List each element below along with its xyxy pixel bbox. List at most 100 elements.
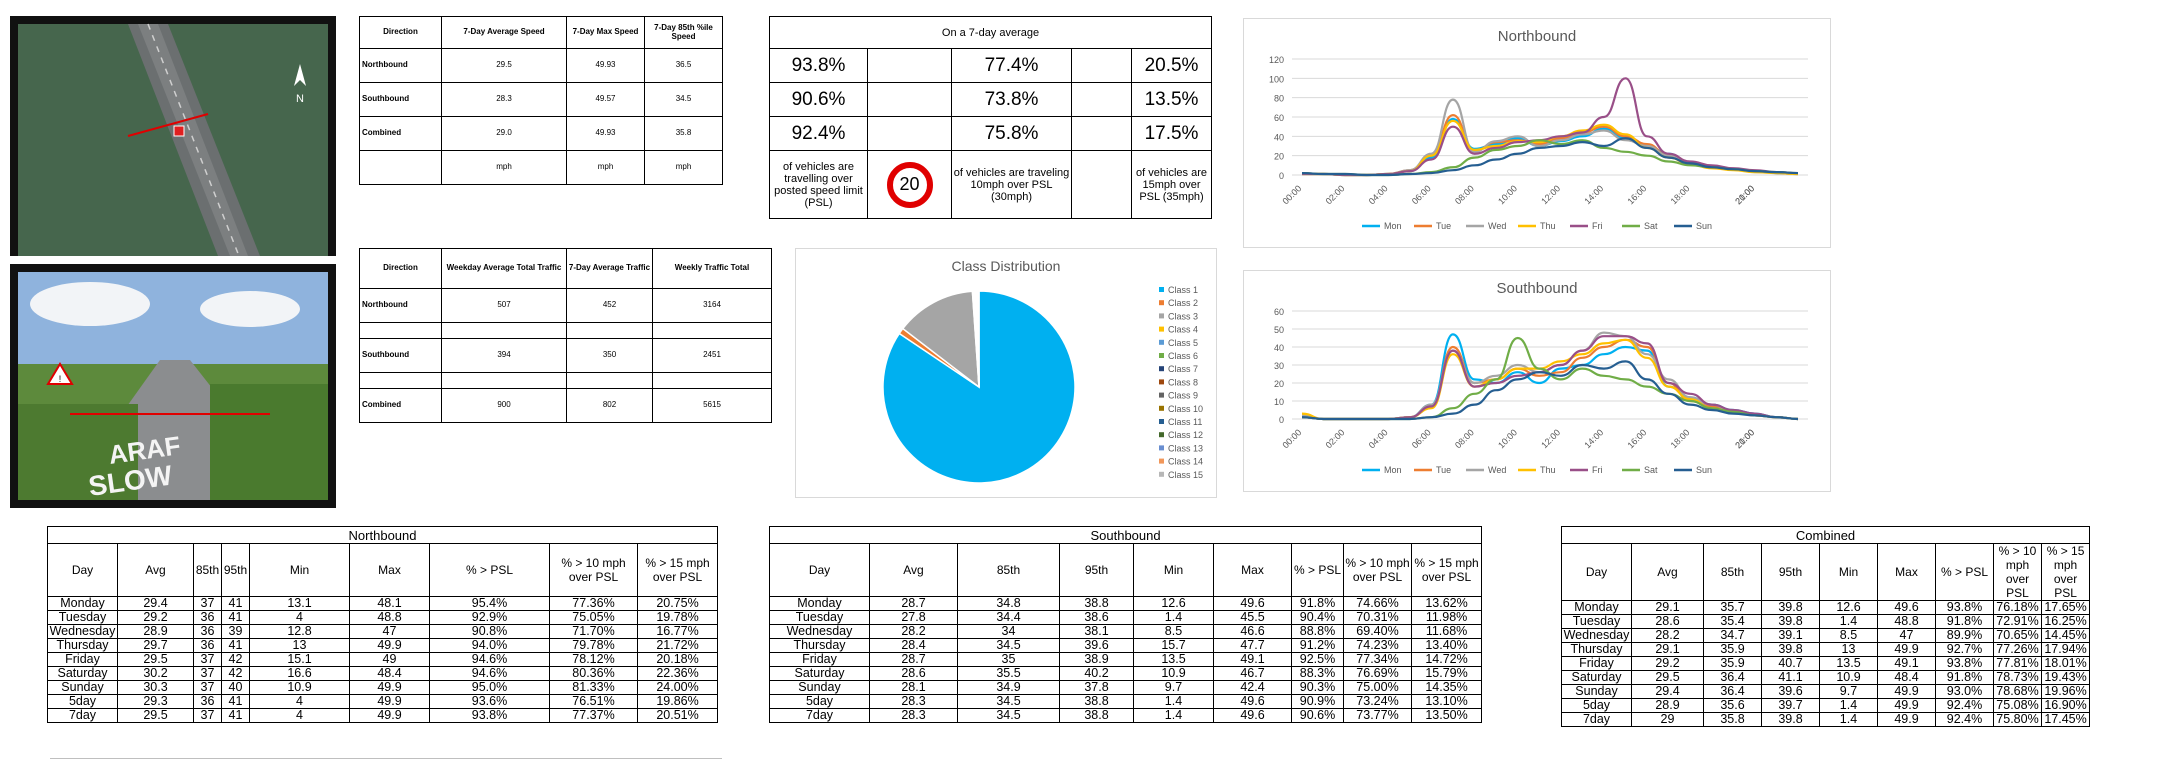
table-cell: 29.7: [117, 638, 194, 653]
speed-summary-table: Direction 7-Day Average Speed 7-Day Max …: [359, 16, 723, 185]
table-cell: 13.50%: [1410, 708, 1483, 723]
table-cell: 92.5%: [1291, 652, 1344, 667]
table-cell: 16.90%: [2040, 698, 2091, 713]
x-tick-label: 16:00: [1625, 427, 1648, 450]
table-cell: Wednesday: [769, 624, 870, 639]
table-cell: 38.1: [1059, 624, 1134, 639]
table-cell: 10.9: [249, 680, 350, 695]
table-cell: 35.6: [1703, 698, 1762, 713]
table-cell: 5day: [769, 694, 870, 709]
table-cell: 37: [193, 652, 222, 667]
aerial-map-image: N: [18, 23, 328, 257]
table-cell: 88.3%: [1291, 666, 1344, 681]
legend-label: Sat: [1644, 221, 1658, 231]
table-cell: 20.75%: [636, 596, 719, 611]
table-row: Tuesday 27.8 34.4 38.6 1.4 45.5 90.4% 70.31% 11.…: [769, 610, 1483, 625]
table-cell: 29.5: [1631, 670, 1704, 685]
cell-value: 49.93: [566, 48, 645, 83]
table-cell: 28.2: [1631, 628, 1704, 643]
table-row: Sunday 28.1 34.9 37.8 9.7 42.4 90.3% 75.00% 14.3…: [769, 680, 1483, 695]
table-cell: 41.1: [1761, 670, 1820, 685]
legend-label: Fri: [1592, 465, 1603, 475]
table-cell: 28.4: [869, 638, 958, 653]
legend-swatch: [1159, 326, 1164, 332]
table-cell: 1.4: [1133, 610, 1214, 625]
pct-10: 77.4%: [951, 48, 1072, 83]
table-cell: 8.5: [1819, 628, 1878, 643]
table-row: 7day 29.5 37 41 4 49.9 93.8% 77.37% 20.51%: [47, 708, 719, 723]
column-header: Avg: [1631, 543, 1704, 601]
table-cell: 38.8: [1059, 708, 1134, 723]
table-cell: Saturday: [1561, 670, 1632, 685]
header-direction: Direction: [359, 16, 442, 49]
table-cell: Friday: [769, 652, 870, 667]
column-header: 95th: [221, 543, 250, 597]
table-cell: 92.9%: [429, 610, 550, 625]
table-cell: 37.8: [1059, 680, 1134, 695]
table-cell: Tuesday: [1561, 614, 1632, 629]
legend-swatch: [1159, 353, 1164, 358]
street-view-image: ! ARAF SLOW: [18, 272, 328, 502]
table-cell: 91.2%: [1291, 638, 1344, 653]
table-cell: 77.26%: [1993, 642, 2042, 657]
legend-label: Mon: [1384, 221, 1402, 231]
table-cell: 90.9%: [1291, 694, 1344, 709]
column-header: % > 15 mph over PSL: [2040, 543, 2091, 601]
table-cell: 39.8: [1761, 642, 1820, 657]
table-cell: 93.0%: [1935, 684, 1994, 699]
table-cell: 49.9: [349, 680, 430, 695]
row-label: Southbound: [359, 82, 442, 117]
table-cell: 14.45%: [2040, 628, 2091, 643]
header-direction: Direction: [359, 248, 442, 289]
northbound-line-chart: Northbound 0 20 40 60 80 100 120 00:00 02:00 04:00…: [1243, 18, 1831, 248]
table-cell: Sunday: [47, 680, 118, 695]
speed-limit-sign: 20: [886, 161, 933, 208]
table-cell: 19.78%: [636, 610, 719, 625]
table-cell: 39.7: [1761, 698, 1820, 713]
legend-swatch: [1159, 379, 1164, 385]
cell-value: 3164: [652, 288, 772, 323]
table-cell: 7day: [769, 708, 870, 723]
y-tick-label: 120: [1269, 55, 1284, 65]
column-header: 95th: [1059, 543, 1134, 597]
legend-label: Class 11: [1168, 417, 1202, 427]
table-cell: Tuesday: [769, 610, 870, 625]
y-tick-label: 40: [1274, 132, 1284, 142]
combined-daily-table: Combined Day Avg 85th 95th Min Max% > PSL% > 1…: [1560, 526, 2091, 727]
table-cell: 28.7: [869, 596, 958, 611]
y-tick-label: 20: [1274, 152, 1284, 162]
table-cell: 76.51%: [549, 694, 638, 709]
table-cell: 34.9: [957, 680, 1060, 695]
cell-value: 35.8: [644, 116, 723, 151]
southbound-daily-table: Southbound Day Avg 85th 95th Min Max% > PSL% >…: [768, 526, 1483, 723]
northbound-chart-svg: Northbound 0 20 40 60 80 100 120 00:00 02:00 04:00…: [1269, 28, 1808, 231]
table-cell: Monday: [1561, 600, 1632, 615]
x-tick-label: 14:00: [1582, 427, 1605, 450]
table-cell: 48.4: [349, 666, 430, 681]
table-cell: Wednesday: [1561, 628, 1632, 643]
table-row: Friday 29.2 35.9 40.7 13.5 49.1 93.8% 77.81% 18.…: [1561, 656, 2091, 671]
aerial-map-photo: N: [10, 16, 336, 257]
legend-label: Mon: [1384, 465, 1402, 475]
y-tick-label: 10: [1274, 397, 1284, 407]
pct-psl: 92.4%: [769, 116, 868, 151]
table-cell: 94.0%: [429, 638, 550, 653]
table-row: Friday 28.7 35 38.9 13.5 49.1 92.5% 77.34% 14.72…: [769, 652, 1483, 667]
table-cell: 34.8: [957, 596, 1060, 611]
legend-label: Fri: [1592, 221, 1603, 231]
table-cell: 17.65%: [2040, 600, 2091, 615]
table-cell: 91.8%: [1935, 670, 1994, 685]
x-tick-label: 18:00: [1669, 427, 1692, 450]
table-cell: 12.8: [249, 624, 350, 639]
table-cell: 39.8: [1761, 712, 1820, 727]
table-cell: 42: [221, 652, 250, 667]
table-cell: 7day: [1561, 712, 1632, 727]
table-cell: 24.00%: [636, 680, 719, 695]
pct-15: 13.5%: [1130, 82, 1213, 117]
column-header: Day: [1561, 543, 1632, 601]
table-cell: 39.6: [1761, 684, 1820, 699]
column-header: % > 15 mph over PSL: [1410, 543, 1483, 597]
column-header: Max: [1213, 543, 1292, 597]
table-row: Monday 29.1 35.7 39.8 12.6 49.6 93.8% 76.18% 17.…: [1561, 600, 2091, 615]
table-cell: 39.8: [1761, 614, 1820, 629]
